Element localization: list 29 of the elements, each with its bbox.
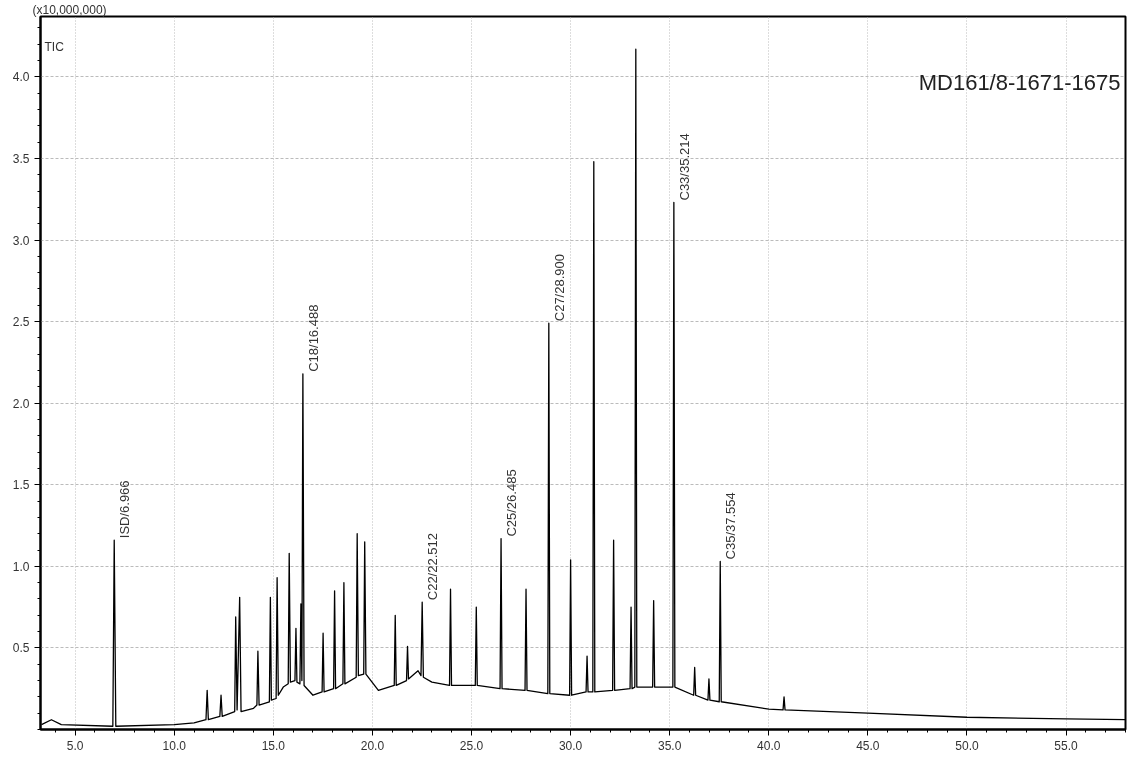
x-tick-label: 35.0 [658,738,682,753]
y-tick-label: 4.0 [12,70,30,85]
x-tick-label: 50.0 [955,738,979,753]
y-tick-label: 0.5 [12,641,30,656]
annotation: C18/16.488 [305,304,321,372]
x-tick-label: 45.0 [856,738,880,753]
x-tick-label: 5.0 [66,738,84,753]
x-tick-label: 40.0 [757,738,781,753]
y-tick-label: 3.0 [12,233,30,248]
annotation: C35/37.554 [723,492,739,560]
x-tick-label: 20.0 [360,738,385,753]
annotation: ISD/6.966 [117,480,133,539]
annotation: C25/26.485 [504,469,520,537]
x-tick-label: 30.0 [558,738,583,753]
annotation: C33/35.214 [676,133,692,201]
y-tick-label: 2.5 [12,315,30,330]
annotation: C27/28.900 [551,254,567,322]
annotation: TIC [44,39,65,54]
y-axis-title: (x10,000,000) [32,2,107,17]
x-tick-label: 15.0 [261,738,286,753]
text: MD161/8-1671-1675 [918,69,1121,95]
y-tick-label: 3.5 [12,151,30,166]
x-tick-label: 55.0 [1054,738,1079,753]
annotation: C22/22.512 [425,533,441,601]
y-tick-label: 1.5 [12,478,30,493]
x-tick-label: 10.0 [162,738,187,753]
y-tick-label: 2.0 [12,396,30,411]
y-tick-label: 1.0 [12,559,30,574]
x-tick-label: 25.0 [459,738,484,753]
